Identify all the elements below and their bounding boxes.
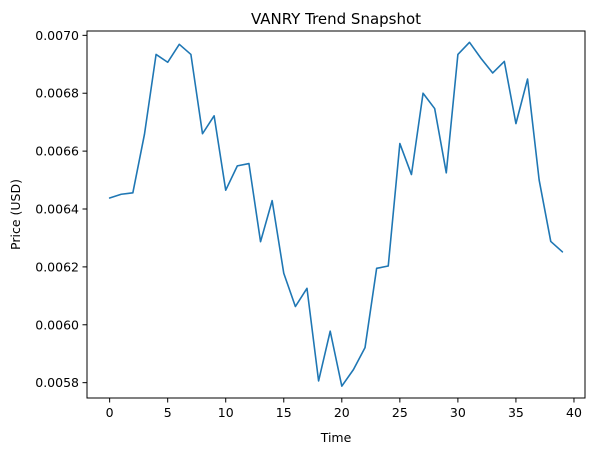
x-tick-label: 15 bbox=[276, 405, 292, 420]
y-tick-label: 0.0062 bbox=[35, 259, 79, 274]
series-layer bbox=[108, 41, 564, 387]
y-axis-label: Price (USD) bbox=[8, 179, 23, 250]
y-tick-label: 0.0058 bbox=[35, 375, 79, 390]
axes-frame bbox=[86, 30, 586, 399]
x-tick-label: 10 bbox=[218, 405, 234, 420]
x-axis-ticks: 0 5 10 15 20 25 30 35 40 bbox=[106, 398, 582, 420]
y-tick-label: 0.0068 bbox=[35, 86, 79, 101]
x-axis-label: Time bbox=[320, 430, 352, 445]
x-tick-label: 35 bbox=[508, 405, 524, 420]
x-tick-label: 40 bbox=[566, 405, 582, 420]
x-tick-label: 20 bbox=[334, 405, 350, 420]
x-tick-label: 5 bbox=[164, 405, 172, 420]
price-series-line bbox=[108, 41, 564, 387]
plot-area-border bbox=[86, 30, 586, 399]
x-tick-label: 0 bbox=[106, 405, 114, 420]
y-tick-label: 0.0066 bbox=[35, 144, 79, 159]
y-tick-label: 0.0070 bbox=[35, 28, 79, 43]
y-tick-label: 0.0064 bbox=[35, 202, 79, 217]
x-tick-label: 25 bbox=[392, 405, 408, 420]
y-tick-label: 0.0060 bbox=[35, 317, 79, 332]
chart-title: VANRY Trend Snapshot bbox=[251, 10, 421, 28]
y-axis-ticks: 0.0058 0.0060 0.0062 0.0064 0.0066 0.0068 0.00… bbox=[35, 28, 87, 390]
x-tick-label: 30 bbox=[450, 405, 466, 420]
